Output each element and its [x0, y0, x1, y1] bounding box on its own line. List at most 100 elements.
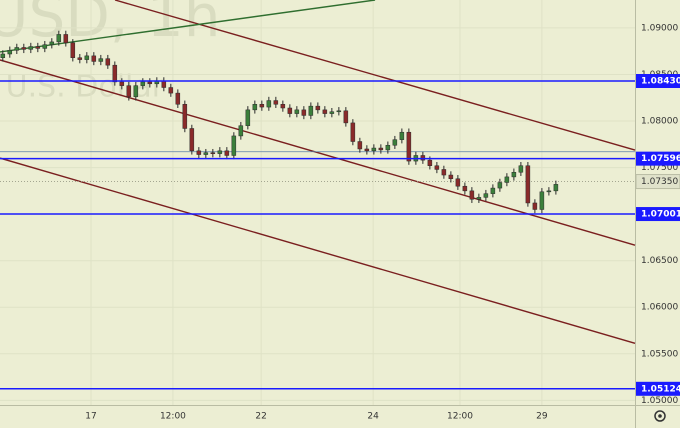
- candle-body: [385, 144, 391, 151]
- candle-body: [434, 165, 440, 170]
- candle-body: [273, 100, 279, 105]
- candle-body: [217, 150, 223, 154]
- x-tick-label: 29: [536, 412, 548, 422]
- candle-body: [497, 182, 503, 189]
- candle-body: [175, 92, 181, 105]
- candle-body: [455, 178, 461, 187]
- level-label-box: [636, 151, 680, 166]
- candle-body: [210, 152, 216, 154]
- level-label: 1.07001: [641, 210, 680, 220]
- candle-body: [63, 34, 69, 44]
- y-tick-label: 1.07500: [641, 163, 678, 173]
- candle-body: [546, 190, 552, 193]
- candle-body: [350, 122, 356, 142]
- candle-body: [329, 111, 335, 114]
- candle-body: [357, 141, 363, 150]
- candle-body: [147, 81, 153, 85]
- candle-body: [532, 202, 538, 210]
- candle-body: [378, 147, 384, 151]
- trend-line: [114, 0, 636, 151]
- candle-body: [336, 110, 342, 113]
- y-tick-label: 1.05500: [641, 349, 678, 359]
- y-tick-label: 1.09000: [641, 23, 678, 33]
- candle-body: [168, 87, 174, 94]
- candle-body: [399, 131, 405, 140]
- candle-body: [525, 165, 531, 204]
- y-tick-label: 1.06500: [641, 256, 678, 266]
- candle-body: [56, 34, 62, 43]
- candle-body: [504, 176, 510, 183]
- x-tick-label: 22: [255, 412, 266, 422]
- trend-line: [0, 0, 376, 53]
- settings-icon[interactable]: [654, 410, 666, 422]
- candle-body: [406, 131, 412, 162]
- current-price-box: [635, 174, 680, 190]
- candle-body: [98, 58, 104, 62]
- candle-body: [259, 104, 265, 108]
- candle-body: [49, 41, 55, 45]
- x-tick-label: 17: [85, 412, 96, 422]
- y-tick-label: 1.06000: [641, 303, 678, 313]
- candle-body: [343, 110, 349, 124]
- candle-body: [245, 109, 251, 126]
- candle-body: [0, 53, 6, 58]
- candle-body: [511, 171, 517, 178]
- candle-body: [189, 128, 195, 152]
- candle-body: [420, 155, 426, 161]
- level-label-box: [636, 74, 680, 88]
- candle-body: [14, 47, 20, 51]
- candle-body: [371, 147, 377, 152]
- candle-body: [91, 55, 97, 62]
- candle-body: [476, 197, 482, 200]
- candle-body: [308, 105, 314, 116]
- candle-body: [490, 187, 496, 194]
- candle-body: [7, 50, 13, 55]
- candle-body: [364, 148, 370, 152]
- candle-body: [35, 46, 41, 49]
- y-tick-label: 1.08000: [641, 117, 678, 127]
- candle-body: [483, 193, 489, 198]
- candle-body: [427, 159, 433, 166]
- candle-body: [161, 80, 167, 88]
- candle-body: [448, 174, 454, 180]
- candle-body: [28, 46, 34, 50]
- candle-body: [105, 58, 111, 66]
- candle-body: [462, 185, 468, 192]
- trend-line: [0, 157, 636, 344]
- watermark-symbol: USD, 1h: [0, 0, 220, 50]
- level-label: 1.07596: [641, 154, 680, 164]
- candle-body: [42, 44, 48, 49]
- candle-body: [266, 100, 272, 108]
- candle-body: [224, 150, 230, 156]
- x-tick-label: 24: [367, 412, 379, 422]
- candle-body: [252, 104, 258, 111]
- candle-body: [441, 169, 447, 176]
- level-label-box: [636, 381, 680, 396]
- candle-body: [182, 104, 188, 129]
- current-price-label: 1.07350: [641, 177, 678, 187]
- level-label: 1.08430: [641, 77, 680, 87]
- candle-body: [84, 55, 90, 60]
- candle-body: [112, 64, 118, 83]
- candle-body: [231, 135, 237, 156]
- x-tick-label: 12:00: [447, 412, 473, 422]
- candle-body: [392, 139, 398, 146]
- level-label-box: [636, 207, 680, 222]
- y-tick-label: 1.05000: [641, 396, 678, 406]
- candle-body: [301, 109, 307, 116]
- candle-body: [294, 109, 300, 114]
- candle-body: [119, 81, 125, 86]
- candle-body: [280, 104, 286, 109]
- x-tick-label: 12:00: [160, 412, 186, 422]
- candle-body: [70, 42, 76, 58]
- candle-body: [469, 190, 475, 200]
- candle-body: [133, 85, 139, 98]
- candle-body: [238, 125, 244, 137]
- level-label: 1.05124: [641, 384, 680, 394]
- candle-body: [322, 109, 328, 114]
- candle-body: [287, 107, 293, 114]
- candle-body: [539, 191, 545, 210]
- candle-body: [140, 81, 146, 86]
- candle-body: [315, 105, 321, 111]
